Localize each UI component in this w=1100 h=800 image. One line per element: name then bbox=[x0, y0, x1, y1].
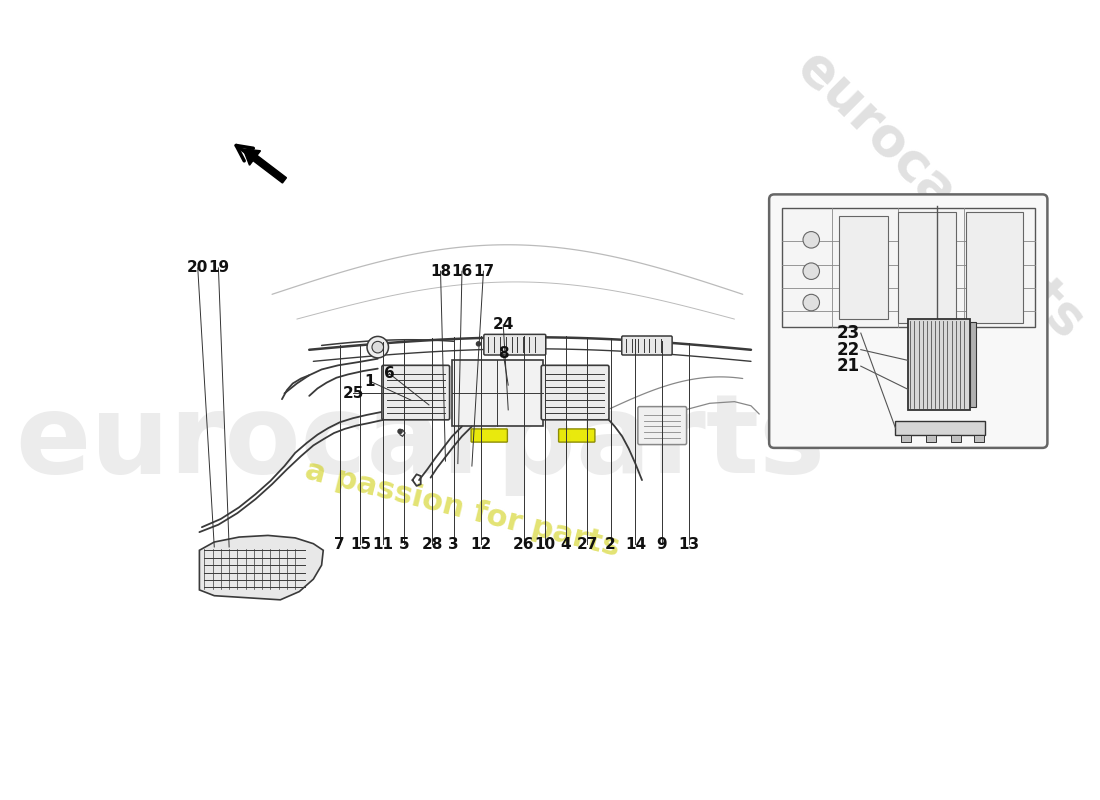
Text: 1: 1 bbox=[364, 374, 375, 389]
Text: 10: 10 bbox=[534, 537, 556, 552]
Bar bbox=[901, 434, 911, 442]
Text: 26: 26 bbox=[514, 537, 535, 552]
Bar bbox=[838, 216, 888, 319]
Text: 28: 28 bbox=[421, 537, 443, 552]
Text: 25: 25 bbox=[342, 386, 364, 401]
Text: 20: 20 bbox=[187, 260, 208, 275]
Text: 19: 19 bbox=[208, 260, 229, 275]
Text: 7: 7 bbox=[334, 537, 345, 552]
FancyBboxPatch shape bbox=[638, 406, 686, 445]
Circle shape bbox=[367, 337, 388, 358]
Text: 6: 6 bbox=[384, 366, 395, 381]
Text: 5: 5 bbox=[399, 537, 409, 552]
FancyBboxPatch shape bbox=[382, 366, 450, 420]
Bar bbox=[452, 360, 543, 426]
Text: 13: 13 bbox=[679, 537, 700, 552]
FancyBboxPatch shape bbox=[541, 366, 609, 420]
Bar bbox=[898, 212, 956, 323]
Bar bbox=[966, 212, 1023, 323]
Text: a passion for parts: a passion for parts bbox=[301, 456, 623, 562]
Text: 24: 24 bbox=[493, 318, 514, 332]
FancyBboxPatch shape bbox=[484, 334, 546, 355]
Text: 17: 17 bbox=[473, 264, 494, 278]
Text: since 1985: since 1985 bbox=[781, 200, 1035, 372]
Text: 15: 15 bbox=[350, 537, 371, 552]
Text: 2: 2 bbox=[605, 537, 616, 552]
Text: 22: 22 bbox=[837, 341, 860, 358]
Circle shape bbox=[476, 342, 481, 346]
FancyArrow shape bbox=[243, 149, 286, 183]
Circle shape bbox=[398, 430, 403, 434]
Bar bbox=[895, 422, 984, 434]
Text: 9: 9 bbox=[657, 537, 667, 552]
Text: 16: 16 bbox=[451, 264, 473, 278]
Polygon shape bbox=[199, 535, 323, 600]
Text: 12: 12 bbox=[471, 537, 492, 552]
Bar bbox=[926, 434, 936, 442]
Circle shape bbox=[803, 263, 820, 279]
Text: 18: 18 bbox=[430, 264, 451, 278]
Text: 27: 27 bbox=[576, 537, 598, 552]
Text: 4: 4 bbox=[561, 537, 571, 552]
Text: 11: 11 bbox=[372, 537, 393, 552]
FancyBboxPatch shape bbox=[621, 336, 672, 355]
Text: 8: 8 bbox=[498, 346, 508, 362]
Bar bbox=[970, 322, 977, 406]
FancyBboxPatch shape bbox=[471, 429, 507, 442]
Bar bbox=[908, 319, 970, 410]
Bar bbox=[974, 434, 983, 442]
Bar bbox=[950, 434, 960, 442]
Text: eurocarparts: eurocarparts bbox=[786, 41, 1094, 350]
Text: 21: 21 bbox=[837, 357, 860, 375]
FancyBboxPatch shape bbox=[559, 429, 595, 442]
Text: 14: 14 bbox=[625, 537, 646, 552]
Circle shape bbox=[372, 342, 384, 353]
Text: eurocarparts: eurocarparts bbox=[15, 390, 826, 497]
Bar bbox=[782, 208, 1035, 327]
Circle shape bbox=[803, 231, 820, 248]
Circle shape bbox=[803, 294, 820, 311]
Text: 3: 3 bbox=[449, 537, 459, 552]
FancyBboxPatch shape bbox=[769, 194, 1047, 448]
Text: 23: 23 bbox=[837, 324, 860, 342]
